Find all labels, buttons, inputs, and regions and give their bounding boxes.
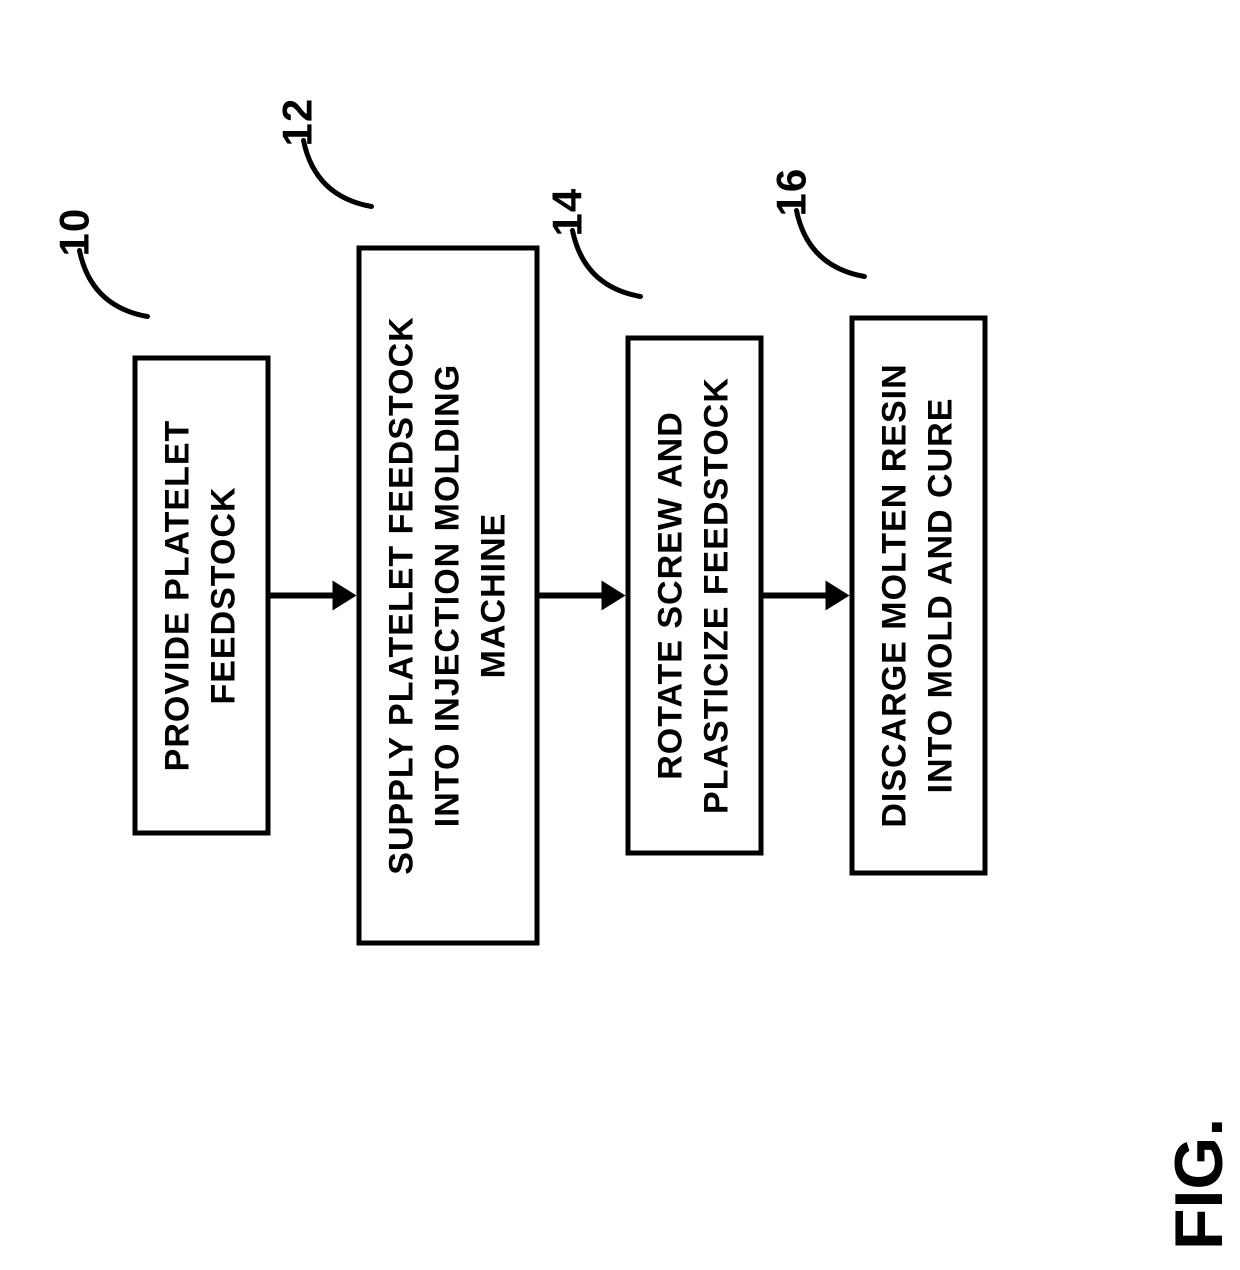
flow-step: PROVIDE PLATELETFEEDSTOCK10 — [133, 355, 271, 835]
flow-step-label: SUPPLY PLATELET FEEDSTOCKINTO INJECTION … — [379, 278, 517, 912]
reference-numeral: 12 — [297, 130, 377, 210]
flow-step-label: ROTATE SCREW ANDPLASTICIZE FEEDSTOCK — [649, 368, 741, 822]
flowchart-diagram: PROVIDE PLATELETFEEDSTOCK10 SUPPLY PLATEL… — [133, 145, 988, 1045]
flow-arrow — [270, 580, 356, 610]
flow-step: ROTATE SCREW ANDPLASTICIZE FEEDSTOCK14 — [626, 335, 764, 855]
flow-arrow — [540, 580, 626, 610]
reference-numeral: 16 — [791, 200, 871, 280]
figure-label: FIG. 1 — [1160, 1118, 1240, 1250]
flow-step-label: PROVIDE PLATELETFEEDSTOCK — [156, 388, 248, 802]
reference-numeral: 10 — [74, 240, 154, 320]
flow-step-label: DISCARGE MOLTEN RESININTO MOLD AND CURE — [873, 348, 965, 842]
flow-step: DISCARGE MOLTEN RESININTO MOLD AND CURE1… — [850, 315, 988, 875]
flow-step: SUPPLY PLATELET FEEDSTOCKINTO INJECTION … — [356, 245, 540, 945]
flow-arrow — [764, 580, 850, 610]
reference-numeral: 14 — [567, 220, 647, 300]
